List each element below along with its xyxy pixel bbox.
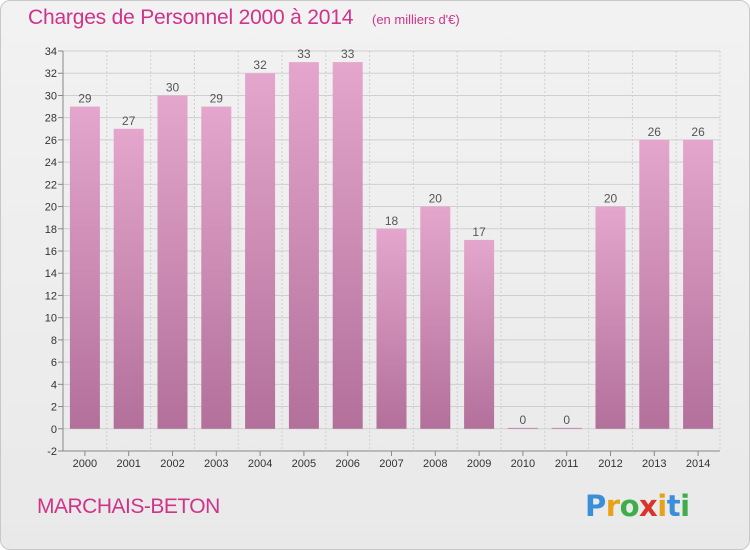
logo-letter: i (680, 489, 690, 523)
data-label: 27 (122, 114, 136, 128)
y-tick-label: 24 (45, 157, 57, 169)
bar (595, 206, 626, 429)
x-tick-label: 2010 (511, 458, 535, 470)
bar (376, 228, 407, 429)
data-label: 26 (691, 125, 705, 139)
x-tick-label: 2008 (423, 458, 447, 470)
bar (683, 139, 714, 429)
data-label: 20 (429, 192, 443, 206)
bar (113, 128, 144, 429)
data-label: 30 (166, 80, 180, 94)
logo-letter: x (639, 489, 658, 523)
y-tick-label: 28 (45, 113, 57, 125)
logo-letter: i (657, 489, 667, 523)
x-tick-label: 2011 (555, 458, 579, 470)
chart-title: Charges de Personnel 2000 à 2014 (28, 6, 354, 29)
bar (245, 73, 276, 429)
data-label: 32 (253, 58, 267, 72)
bar (288, 62, 319, 429)
x-tick-label: 2009 (467, 458, 491, 470)
data-label: 33 (297, 47, 311, 61)
data-label: 18 (385, 214, 399, 228)
x-tick-label: 2002 (160, 458, 184, 470)
x-tick-label: 2000 (73, 458, 97, 470)
logo-letter: P (585, 489, 606, 523)
bar (551, 427, 582, 429)
y-tick-label: 8 (51, 335, 57, 347)
bars (69, 62, 714, 429)
bar (464, 239, 495, 429)
bar (507, 427, 538, 429)
x-tick-label: 2006 (335, 458, 359, 470)
data-label: 0 (520, 413, 527, 427)
y-tick-label: 10 (45, 313, 57, 325)
y-tick-label: 2 (51, 402, 57, 414)
proxiti-logo: Proxiti (585, 489, 690, 523)
data-label: 29 (78, 92, 92, 106)
x-tick-label: 2012 (598, 458, 622, 470)
y-tick-label: 34 (45, 46, 57, 58)
y-tick-label: 18 (45, 224, 57, 236)
y-tick-label: 16 (45, 246, 57, 258)
x-tick-label: 2013 (642, 458, 666, 470)
y-tick-label: 4 (51, 379, 57, 391)
x-tick-label: 2014 (686, 458, 710, 470)
y-tick-label: 6 (51, 357, 57, 369)
data-label: 17 (472, 225, 486, 239)
y-tick-label: 26 (45, 135, 57, 147)
x-tick-label: 2003 (204, 458, 228, 470)
data-label: 26 (648, 125, 662, 139)
data-label: 33 (341, 47, 355, 61)
bar (332, 62, 363, 429)
labels: 2920002720013020022920033220043320053320… (73, 47, 711, 470)
x-tick-label: 2007 (379, 458, 403, 470)
logo-letter: o (619, 489, 640, 523)
commune-name: MARCHAIS-BETON (37, 495, 220, 518)
x-tick-label: 2001 (116, 458, 140, 470)
data-label: 20 (604, 192, 618, 206)
x-tick-label: 2005 (292, 458, 316, 470)
data-label: 0 (563, 413, 570, 427)
logo-letter: t (666, 489, 681, 523)
y-tick-label: -2 (47, 446, 57, 458)
y-tick-label: 20 (45, 202, 57, 214)
y-tick-label: 22 (45, 179, 57, 191)
bar (69, 106, 100, 429)
bar (420, 206, 451, 429)
x-tick-label: 2004 (248, 458, 272, 470)
chart-unit: (en milliers d'€) (372, 12, 460, 27)
bar (157, 95, 188, 429)
y-tick-label: 30 (45, 90, 57, 102)
y-tick-label: 14 (45, 268, 57, 280)
y-tick-label: 0 (51, 424, 57, 436)
y-tick-label: 32 (45, 68, 57, 80)
logo-letter: r (605, 489, 620, 523)
bar (201, 106, 232, 429)
data-label: 29 (210, 92, 224, 106)
bar (639, 139, 670, 429)
y-tick-label: 12 (45, 290, 57, 302)
